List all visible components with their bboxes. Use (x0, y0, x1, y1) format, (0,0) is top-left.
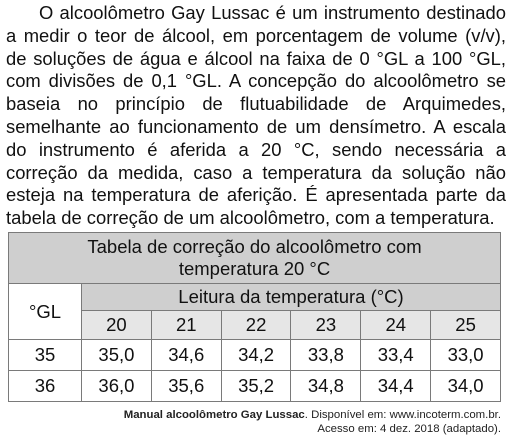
temp-cell: 24 (360, 310, 432, 340)
table-cell: 35,2 (220, 370, 292, 402)
table-cell: 33,8 (290, 339, 362, 371)
table-row: 35 35,0 34,6 34,2 33,8 33,4 33,0 (8, 339, 501, 371)
correction-table: Tabela de correção do alcoolômetro com t… (8, 232, 501, 402)
temp-cell: 23 (290, 310, 362, 340)
gl-value: 35 (8, 339, 82, 371)
temp-cell: 21 (150, 310, 222, 340)
temp-cell: 20 (81, 310, 152, 340)
temperature-header: Leitura da temperatura (°C) (81, 283, 501, 311)
temperature-values-row: 20 21 22 23 24 25 (9, 310, 501, 340)
table-title: Tabela de correção do alcoolômetro com t… (8, 232, 501, 284)
table-row: 36 36,0 35,6 35,2 34,8 34,4 34,0 (8, 370, 501, 402)
table-title-line2: temperatura 20 °C (178, 258, 331, 279)
table-cell: 33,0 (430, 339, 501, 371)
temp-cell: 25 (430, 310, 501, 340)
temperature-header-row: °GL Leitura da temperatura (°C) (8, 283, 501, 340)
table-cell: 33,4 (360, 339, 432, 371)
paragraph: O alcoolômetro Gay Lussac é um instrumen… (6, 2, 506, 229)
table-cell: 34,8 (290, 370, 362, 402)
gl-value: 36 (8, 370, 82, 402)
table-cell: 35,0 (81, 339, 152, 371)
table-cell: 34,2 (220, 339, 292, 371)
source-citation: Manual alcoolômetro Gay Lussac. Disponív… (81, 408, 501, 436)
table-title-line1: Tabela de correção do alcoolômetro com (87, 236, 422, 257)
table-cell: 35,6 (150, 370, 222, 402)
table-cell: 34,0 (430, 370, 501, 402)
question-text: O alcoolômetro Gay Lussac é um instrumen… (6, 2, 506, 230)
table-cell: 34,4 (360, 370, 432, 402)
gl-header: °GL (8, 283, 82, 340)
source-availability: . Disponível em: www.incoterm.com.br. (304, 409, 501, 421)
table-cell: 36,0 (81, 370, 152, 402)
table-title-row: Tabela de correção do alcoolômetro com t… (8, 232, 501, 284)
source-title: Manual alcoolômetro Gay Lussac (123, 409, 305, 421)
source-access-date: Acesso em: 4 dez. 2018 (adaptado). (317, 423, 501, 435)
temp-cell: 22 (220, 310, 292, 340)
table-cell: 34,6 (150, 339, 222, 371)
